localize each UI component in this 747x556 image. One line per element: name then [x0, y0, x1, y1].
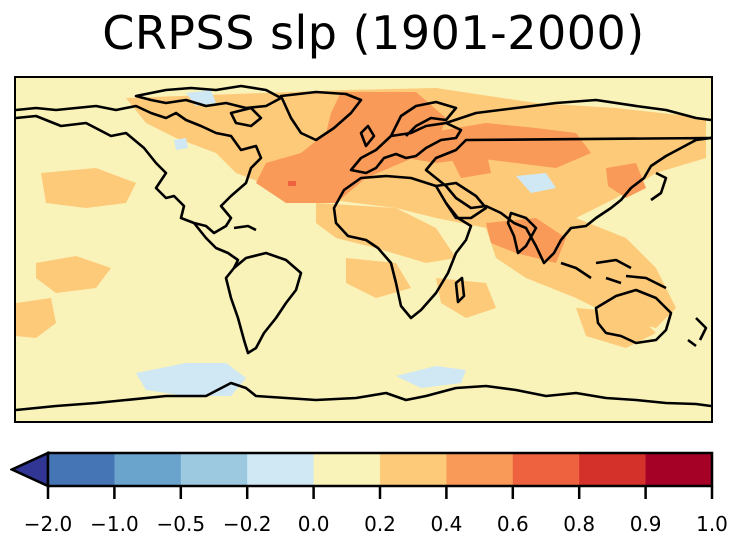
- colorbar-bin: [446, 453, 514, 486]
- colorbar-bin: [380, 453, 447, 486]
- coast-central-america: [192, 222, 240, 269]
- colorbar-tick-label: −2.0: [23, 512, 73, 536]
- colorbar-bin: [579, 453, 647, 486]
- coast-south-america: [224, 251, 303, 355]
- coast-europe: [349, 121, 463, 175]
- coast-australia: [594, 288, 673, 345]
- colorbar-tick-label: 0.2: [364, 512, 396, 536]
- colorbar-bin: [247, 453, 315, 486]
- coastlines: [16, 84, 711, 412]
- colorbar-bin: [313, 453, 381, 486]
- colorbar-tick-label: −0.5: [156, 512, 206, 536]
- map-canvas: [16, 84, 711, 412]
- coast-north-america: [16, 104, 263, 235]
- coast-antarctica: [16, 381, 711, 412]
- coast-greenland: [279, 90, 363, 142]
- colorbar-tick-label: −1.0: [90, 512, 139, 536]
- colorbar-tick-label: 0.9: [629, 512, 662, 536]
- colorbar-bin: [48, 453, 115, 486]
- colorbar: [10, 451, 714, 499]
- colorbar-tick-label: 0.6: [496, 512, 529, 536]
- colorbar-bin: [645, 453, 713, 486]
- colorbar-tick-label: 1.0: [696, 512, 728, 536]
- skill-field-light-blue: [136, 90, 556, 396]
- coast-asia: [424, 98, 711, 265]
- map-title: CRPSS slp (1901-2000): [102, 6, 645, 60]
- coast-arctic-islands: [134, 84, 283, 110]
- colorbar-bin: [512, 453, 580, 486]
- colorbar-bin: [180, 453, 248, 486]
- coast-africa: [332, 174, 473, 320]
- colorbar-tick-label: −0.2: [222, 512, 272, 536]
- colorbar-tick-label: 0.8: [563, 512, 596, 536]
- colorbar-extend-triangle: [10, 451, 50, 488]
- colorbar-tick-label: 0.4: [430, 512, 463, 536]
- world-map: [14, 76, 713, 423]
- colorbar-bin: [114, 453, 182, 486]
- skill-field-red: [288, 181, 296, 186]
- colorbar-tick-label: 0.0: [297, 512, 330, 536]
